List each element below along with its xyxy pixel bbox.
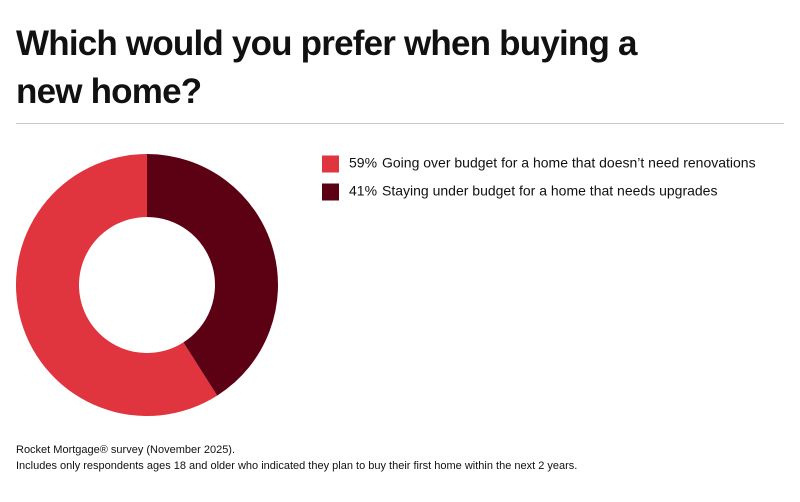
donut-slice bbox=[147, 154, 279, 396]
legend-value: 41% bbox=[349, 183, 377, 199]
legend-value: 59% bbox=[349, 155, 377, 171]
divider bbox=[16, 123, 784, 124]
footnote: Includes only respondents ages 18 and ol… bbox=[16, 460, 578, 472]
legend-swatch bbox=[322, 155, 339, 173]
legend-swatch bbox=[322, 183, 339, 201]
donut-slice bbox=[16, 154, 218, 416]
legend-label: Going over budget for a home that doesn’… bbox=[382, 155, 756, 171]
chart-title: Which would you prefer when buying a new… bbox=[16, 24, 637, 111]
footnote: Rocket Mortgage® survey (November 2025). bbox=[16, 444, 236, 456]
legend-label: Staying under budget for a home that nee… bbox=[382, 183, 717, 199]
